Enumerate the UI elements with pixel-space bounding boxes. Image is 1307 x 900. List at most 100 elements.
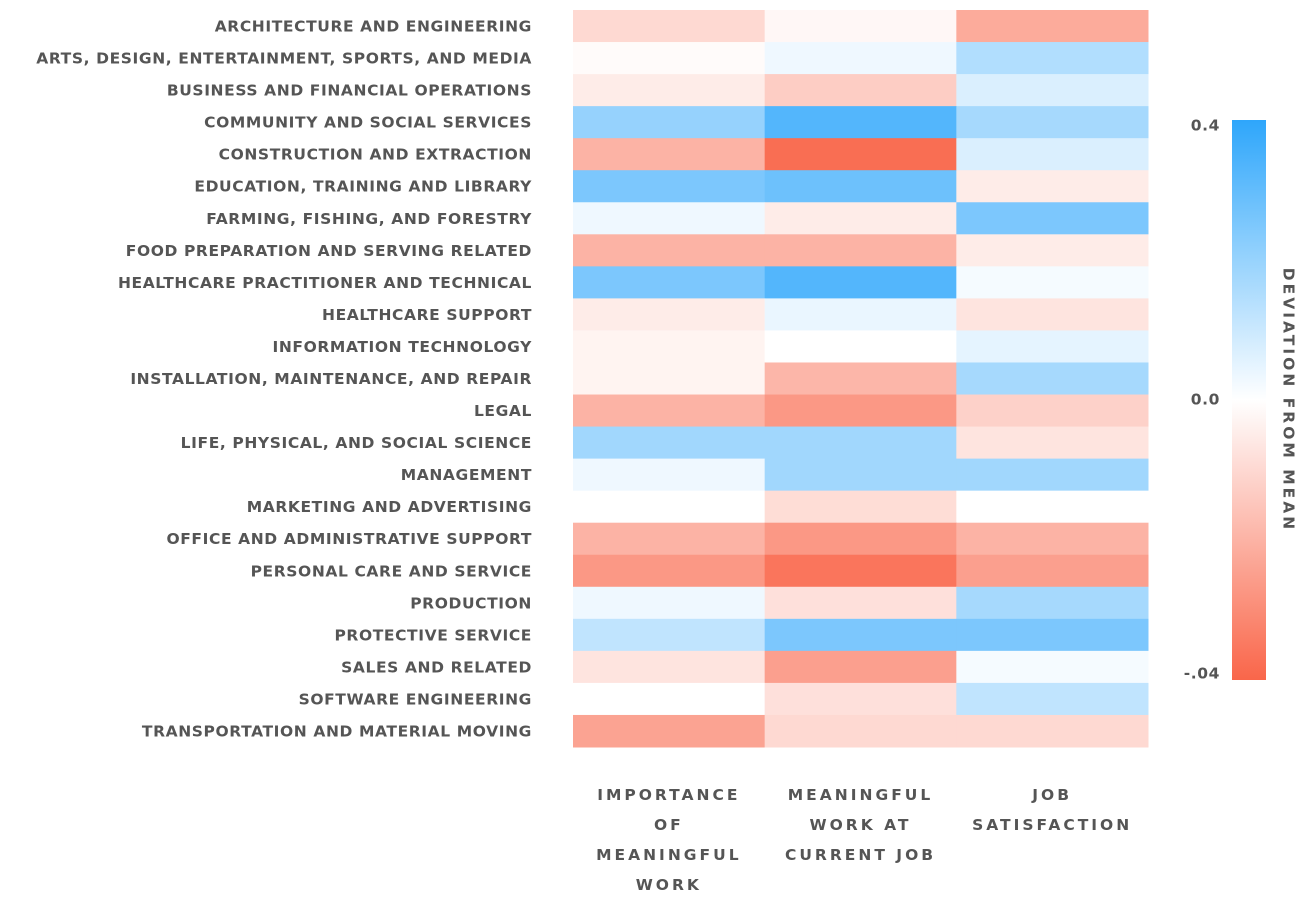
heatmap-cell [573, 266, 766, 299]
y-tick-label: INFORMATION TECHNOLOGY [272, 338, 532, 356]
x-tick-label: MEANINGFUL WORK AT CURRENT JOB [784, 786, 937, 864]
heatmap-cell [764, 234, 957, 267]
heatmap-cell [956, 138, 1149, 171]
heatmap-cell [573, 554, 766, 588]
y-tick-label: BUSINESS AND FINANCIAL OPERATIONS [167, 82, 532, 100]
heatmap-cell [764, 202, 957, 235]
y-tick-label: ARTS, DESIGN, ENTERTAINMENT, SPORTS, AND… [36, 50, 532, 68]
heatmap-cell [573, 330, 766, 363]
heatmap-cell [573, 202, 766, 235]
heatmap-cell [956, 394, 1149, 428]
heatmap-cell [956, 42, 1149, 75]
heatmap-cell [956, 362, 1149, 396]
heatmap-cell [956, 202, 1149, 235]
heatmap-cell [956, 74, 1149, 107]
heatmap-cell [573, 10, 766, 43]
colorbar-tick-label: -.04 [1184, 665, 1220, 683]
heatmap-cell [764, 458, 957, 492]
heatmap-cell [956, 234, 1149, 267]
y-tick-label: OFFICE AND ADMINISTRATIVE SUPPORT [166, 530, 532, 548]
heatmap-cell [956, 650, 1149, 684]
heatmap-cell [573, 426, 766, 460]
heatmap-cell [573, 362, 766, 396]
y-tick-label: HEALTHCARE SUPPORT [322, 306, 532, 324]
heatmap-cell [573, 234, 766, 267]
heatmap-cell [764, 522, 957, 556]
y-tick-label: COMMUNITY AND SOCIAL SERVICES [204, 114, 532, 132]
x-tick-label: JOB SATISFACTION [972, 786, 1133, 834]
heatmap-cell [956, 10, 1149, 43]
y-tick-label: PRODUCTION [410, 594, 532, 612]
y-tick-label: FOOD PREPARATION AND SERVING RELATED [126, 242, 532, 260]
heatmap-cell [956, 458, 1149, 492]
colorbar-tick-label: 0.0 [1191, 391, 1220, 409]
heatmap-cell [956, 266, 1149, 299]
heatmap-cell [764, 394, 957, 428]
heatmap-cell [573, 138, 766, 171]
chart: ARCHITECTURE AND ENGINEERING ARTS, DESIGN… [36, 10, 1298, 748]
heatmap-cell [573, 298, 766, 331]
heatmap-cell [764, 362, 957, 396]
heatmap-cell [956, 522, 1149, 556]
heatmap-cell [764, 586, 957, 620]
heatmap-cell [573, 682, 766, 716]
y-tick-label: PROTECTIVE SERVICE [334, 626, 532, 644]
heatmap-cell [573, 106, 766, 139]
heatmap-cell [956, 714, 1149, 748]
colorbar-title: DEVIATION FROM MEAN [1280, 268, 1298, 532]
heatmap-cell [573, 714, 766, 748]
heatmap-cell [573, 74, 766, 107]
heatmap-cell [764, 682, 957, 716]
y-tick-label: SALES AND RELATED [341, 658, 532, 676]
heatmap-cell [764, 490, 957, 524]
heatmap-cell [573, 458, 766, 492]
y-tick-label: MARKETING AND ADVERTISING [247, 498, 532, 516]
heatmap-cell [764, 170, 957, 203]
heatmap-cell [956, 586, 1149, 620]
y-tick-label: ARCHITECTURE AND ENGINEERING [215, 18, 532, 36]
heatmap-cell [956, 618, 1149, 652]
heatmap-cell [956, 490, 1149, 524]
y-tick-label: INSTALLATION, MAINTENANCE, AND REPAIR [130, 370, 532, 388]
heatmap-cell [956, 330, 1149, 363]
y-tick-label: EDUCATION, TRAINING AND LIBRARY [194, 178, 532, 196]
heatmap-cell [764, 714, 957, 748]
y-tick-label: MANAGEMENT [401, 466, 532, 484]
heatmap-cell [956, 682, 1149, 716]
heatmap-cell [573, 170, 766, 203]
x-tick-label: IMPORTANCE OF MEANINGFUL WORK [596, 786, 742, 894]
heatmap-cell [956, 426, 1149, 460]
y-tick-label: LEGAL [474, 402, 532, 420]
heatmap-cell [764, 330, 957, 363]
heatmap-cell [573, 586, 766, 620]
heatmap-cell [956, 554, 1149, 588]
colorbar [1232, 120, 1266, 680]
heatmap-cell [573, 618, 766, 652]
heatmap-cell [764, 138, 957, 171]
heatmap-cell [573, 650, 766, 684]
heatmap-cell [956, 298, 1149, 331]
heatmap-cell [764, 106, 957, 139]
heatmap-cell [764, 42, 957, 75]
heatmap-cell [764, 298, 957, 331]
page: {"chart_data": {"type": "heatmap", "x_ca… [36, 10, 1298, 894]
heatmap-cell [764, 74, 957, 107]
heatmap-cell [764, 554, 957, 588]
y-tick-label: LIFE, PHYSICAL, AND SOCIAL SCIENCE [181, 434, 532, 452]
heatmap-cell [764, 426, 957, 460]
heatmap-cell [764, 10, 957, 43]
heatmap-cell [956, 170, 1149, 203]
heatmap-cell [573, 522, 766, 556]
heatmap-cell [764, 618, 957, 652]
y-tick-label: PERSONAL CARE AND SERVICE [251, 562, 532, 580]
heatmap-cell [764, 650, 957, 684]
y-tick-label: CONSTRUCTION AND EXTRACTION [219, 146, 532, 164]
colorbar-tick-label: 0.4 [1191, 117, 1220, 135]
heatmap-cell [956, 106, 1149, 139]
y-tick-label: HEALTHCARE PRACTITIONER AND TECHNICAL [118, 274, 532, 292]
y-tick-label: FARMING, FISHING, AND FORESTRY [206, 210, 532, 228]
heatmap-cell [573, 490, 766, 524]
heatmap-cell [573, 394, 766, 428]
y-tick-label: SOFTWARE ENGINEERING [299, 690, 532, 708]
heatmap-cell [573, 42, 766, 75]
